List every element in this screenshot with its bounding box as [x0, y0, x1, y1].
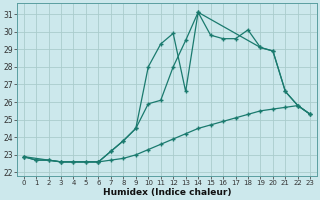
X-axis label: Humidex (Indice chaleur): Humidex (Indice chaleur) [103, 188, 231, 197]
